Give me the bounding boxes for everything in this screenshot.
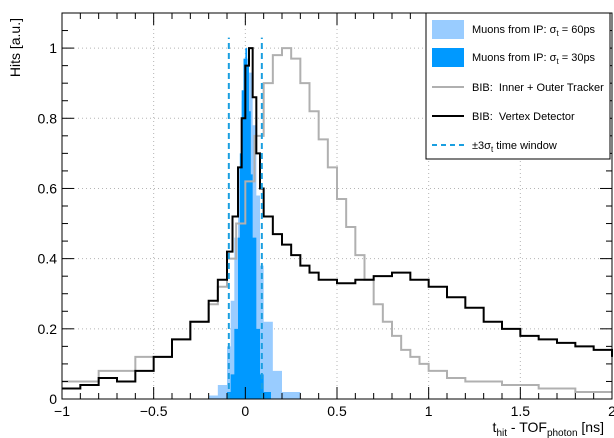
x-axis-label-mid: - TOF — [507, 419, 547, 435]
legend-label-bib-tracker: BIB: Inner + Outer Tracker — [472, 82, 604, 94]
x-tick-label-0: −1 — [54, 403, 70, 419]
x-tick-label-3: 0.5 — [327, 403, 347, 419]
x-tick-label-5: 1.5 — [511, 403, 531, 419]
y-tick-label-0: 0 — [49, 391, 57, 407]
legend-label-bib-vertex: BIB: Vertex Detector — [472, 111, 575, 123]
x-axis-label-sub2: photon — [547, 428, 578, 438]
x-tick-label-6: 2 — [608, 403, 614, 419]
x-axis-label-main: t — [493, 419, 497, 435]
time-window-lines — [227, 37, 263, 399]
legend-label-time-window: ±3σt time window — [472, 140, 557, 154]
x-tick-label-2: 0 — [241, 403, 249, 419]
y-tick-label-4: 0.8 — [38, 110, 58, 126]
y-tick-label-1: 0.2 — [38, 321, 58, 337]
x-axis-label-sub1: hit — [496, 428, 507, 438]
x-tick-label-4: 1 — [425, 403, 433, 419]
legend-label-muons-60ps: Muons from IP: σt = 60ps — [472, 24, 596, 38]
series-layer — [62, 47, 613, 399]
y-tick-label-2: 0.4 — [38, 251, 58, 267]
legend-swatch-muons-60ps — [432, 20, 464, 39]
x-axis-label: thit - TOFphoton [ns] — [493, 419, 604, 438]
axis-tick-labels: −1 −0.5 0 0.5 1 1.5 2 0 0.2 0.4 0.6 0.8 1 — [38, 40, 614, 419]
x-axis-label-unit: [ns] — [578, 419, 604, 435]
y-axis-label: Hits [a.u.] — [7, 18, 23, 77]
series-3-line — [62, 47, 613, 390]
legend-swatch-muons-30ps — [432, 48, 464, 67]
y-tick-label-5: 1 — [49, 40, 57, 56]
legend: Muons from IP: σt = 60ps Muons from IP: … — [425, 12, 611, 160]
legend-label-muons-30ps: Muons from IP: σt = 30ps — [472, 52, 596, 66]
x-tick-label-1: −0.5 — [140, 403, 168, 419]
y-tick-label-3: 0.6 — [38, 180, 58, 196]
